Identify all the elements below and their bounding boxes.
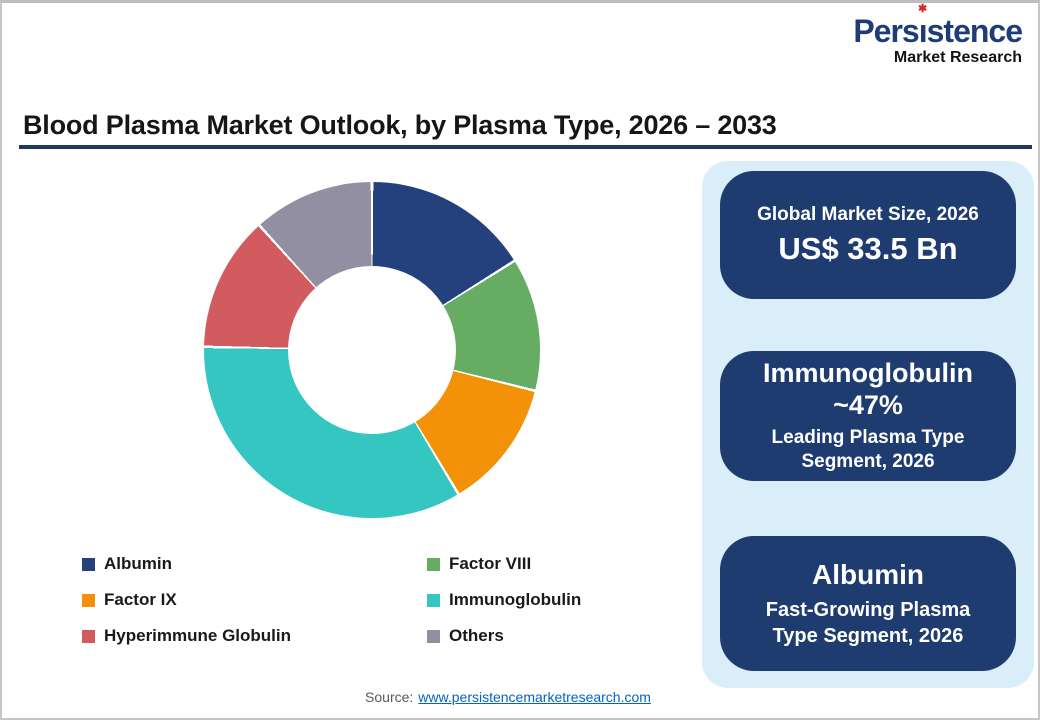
leading-segment-caption: Leading Plasma Type Segment, 2026 <box>771 426 965 473</box>
legend-swatch-hyperimmune-globulin <box>82 629 95 643</box>
brand-name-post: stence <box>926 13 1023 49</box>
legend-swatch-others <box>427 629 440 643</box>
legend-label-albumin: Albumin <box>104 554 172 573</box>
legend-label-factor-ix: Factor IX <box>104 590 177 609</box>
title-underline <box>19 145 1032 149</box>
legend-item-immunoglobulin: Immunoglobulin <box>427 590 581 610</box>
stat-card-market-size: Global Market Size, 2026 US$ 33.5 Bn <box>720 171 1016 299</box>
legend-item-hyperimmune-globulin: Hyperimmune Globulin <box>82 626 427 646</box>
legend-item-albumin: Albumin <box>82 554 427 574</box>
legend-item-others: Others <box>427 626 581 646</box>
legend-item-factor-viii: Factor VIII <box>427 554 581 574</box>
brand-tagline: Market Research <box>893 49 1022 66</box>
market-size-label: Global Market Size, 2026 <box>757 203 979 225</box>
legend-label-hyperimmune-globulin: Hyperimmune Globulin <box>104 626 292 645</box>
page-title: Blood Plasma Market Outlook, by Plasma T… <box>23 110 777 140</box>
legend-swatch-albumin <box>82 557 95 571</box>
source-line: Source: www.persistencemarketresearch.com <box>2 689 1014 705</box>
legend-swatch-immunoglobulin <box>427 593 440 607</box>
leading-segment-share: ~47% <box>833 390 903 421</box>
brand-name-i-stem: ı <box>918 13 928 49</box>
stats-panel: Global Market Size, 2026 US$ 33.5 Bn Imm… <box>702 161 1034 688</box>
donut-chart <box>204 182 540 518</box>
fast-growing-segment-caption: Fast-Growing Plasma Type Segment, 2026 <box>765 599 971 648</box>
brand-name-i: ı ✱ <box>918 4 928 49</box>
brand-logo: Persı ✱ stence Market Research <box>853 4 1023 67</box>
legend-swatch-factor-viii <box>427 557 440 571</box>
legend-swatch-factor-ix <box>82 593 95 607</box>
brand-name: Persı ✱ stence <box>853 4 1023 49</box>
stat-card-fast-growing: Albumin Fast-Growing Plasma Type Segment… <box>720 536 1016 671</box>
donut-hole <box>288 266 456 434</box>
chart-legend: Albumin Factor VIII Factor IX Immunoglob… <box>82 546 581 654</box>
brand-name-pre: Pers <box>853 13 919 49</box>
legend-label-immunoglobulin: Immunoglobulin <box>449 590 582 609</box>
legend-label-others: Others <box>449 626 504 645</box>
legend-label-factor-viii: Factor VIII <box>449 554 532 573</box>
logo-star-icon: ✱ <box>918 3 928 15</box>
leading-segment-name: Immunoglobulin <box>763 357 973 388</box>
source-label: Source: <box>365 689 414 705</box>
fast-growing-segment-name: Albumin <box>812 558 924 590</box>
market-size-value: US$ 33.5 Bn <box>778 231 958 267</box>
source-link[interactable]: www.persistencemarketresearch.com <box>418 689 651 705</box>
legend-item-factor-ix: Factor IX <box>82 590 427 610</box>
stat-card-leading-segment: Immunoglobulin ~47% Leading Plasma Type … <box>720 351 1016 481</box>
